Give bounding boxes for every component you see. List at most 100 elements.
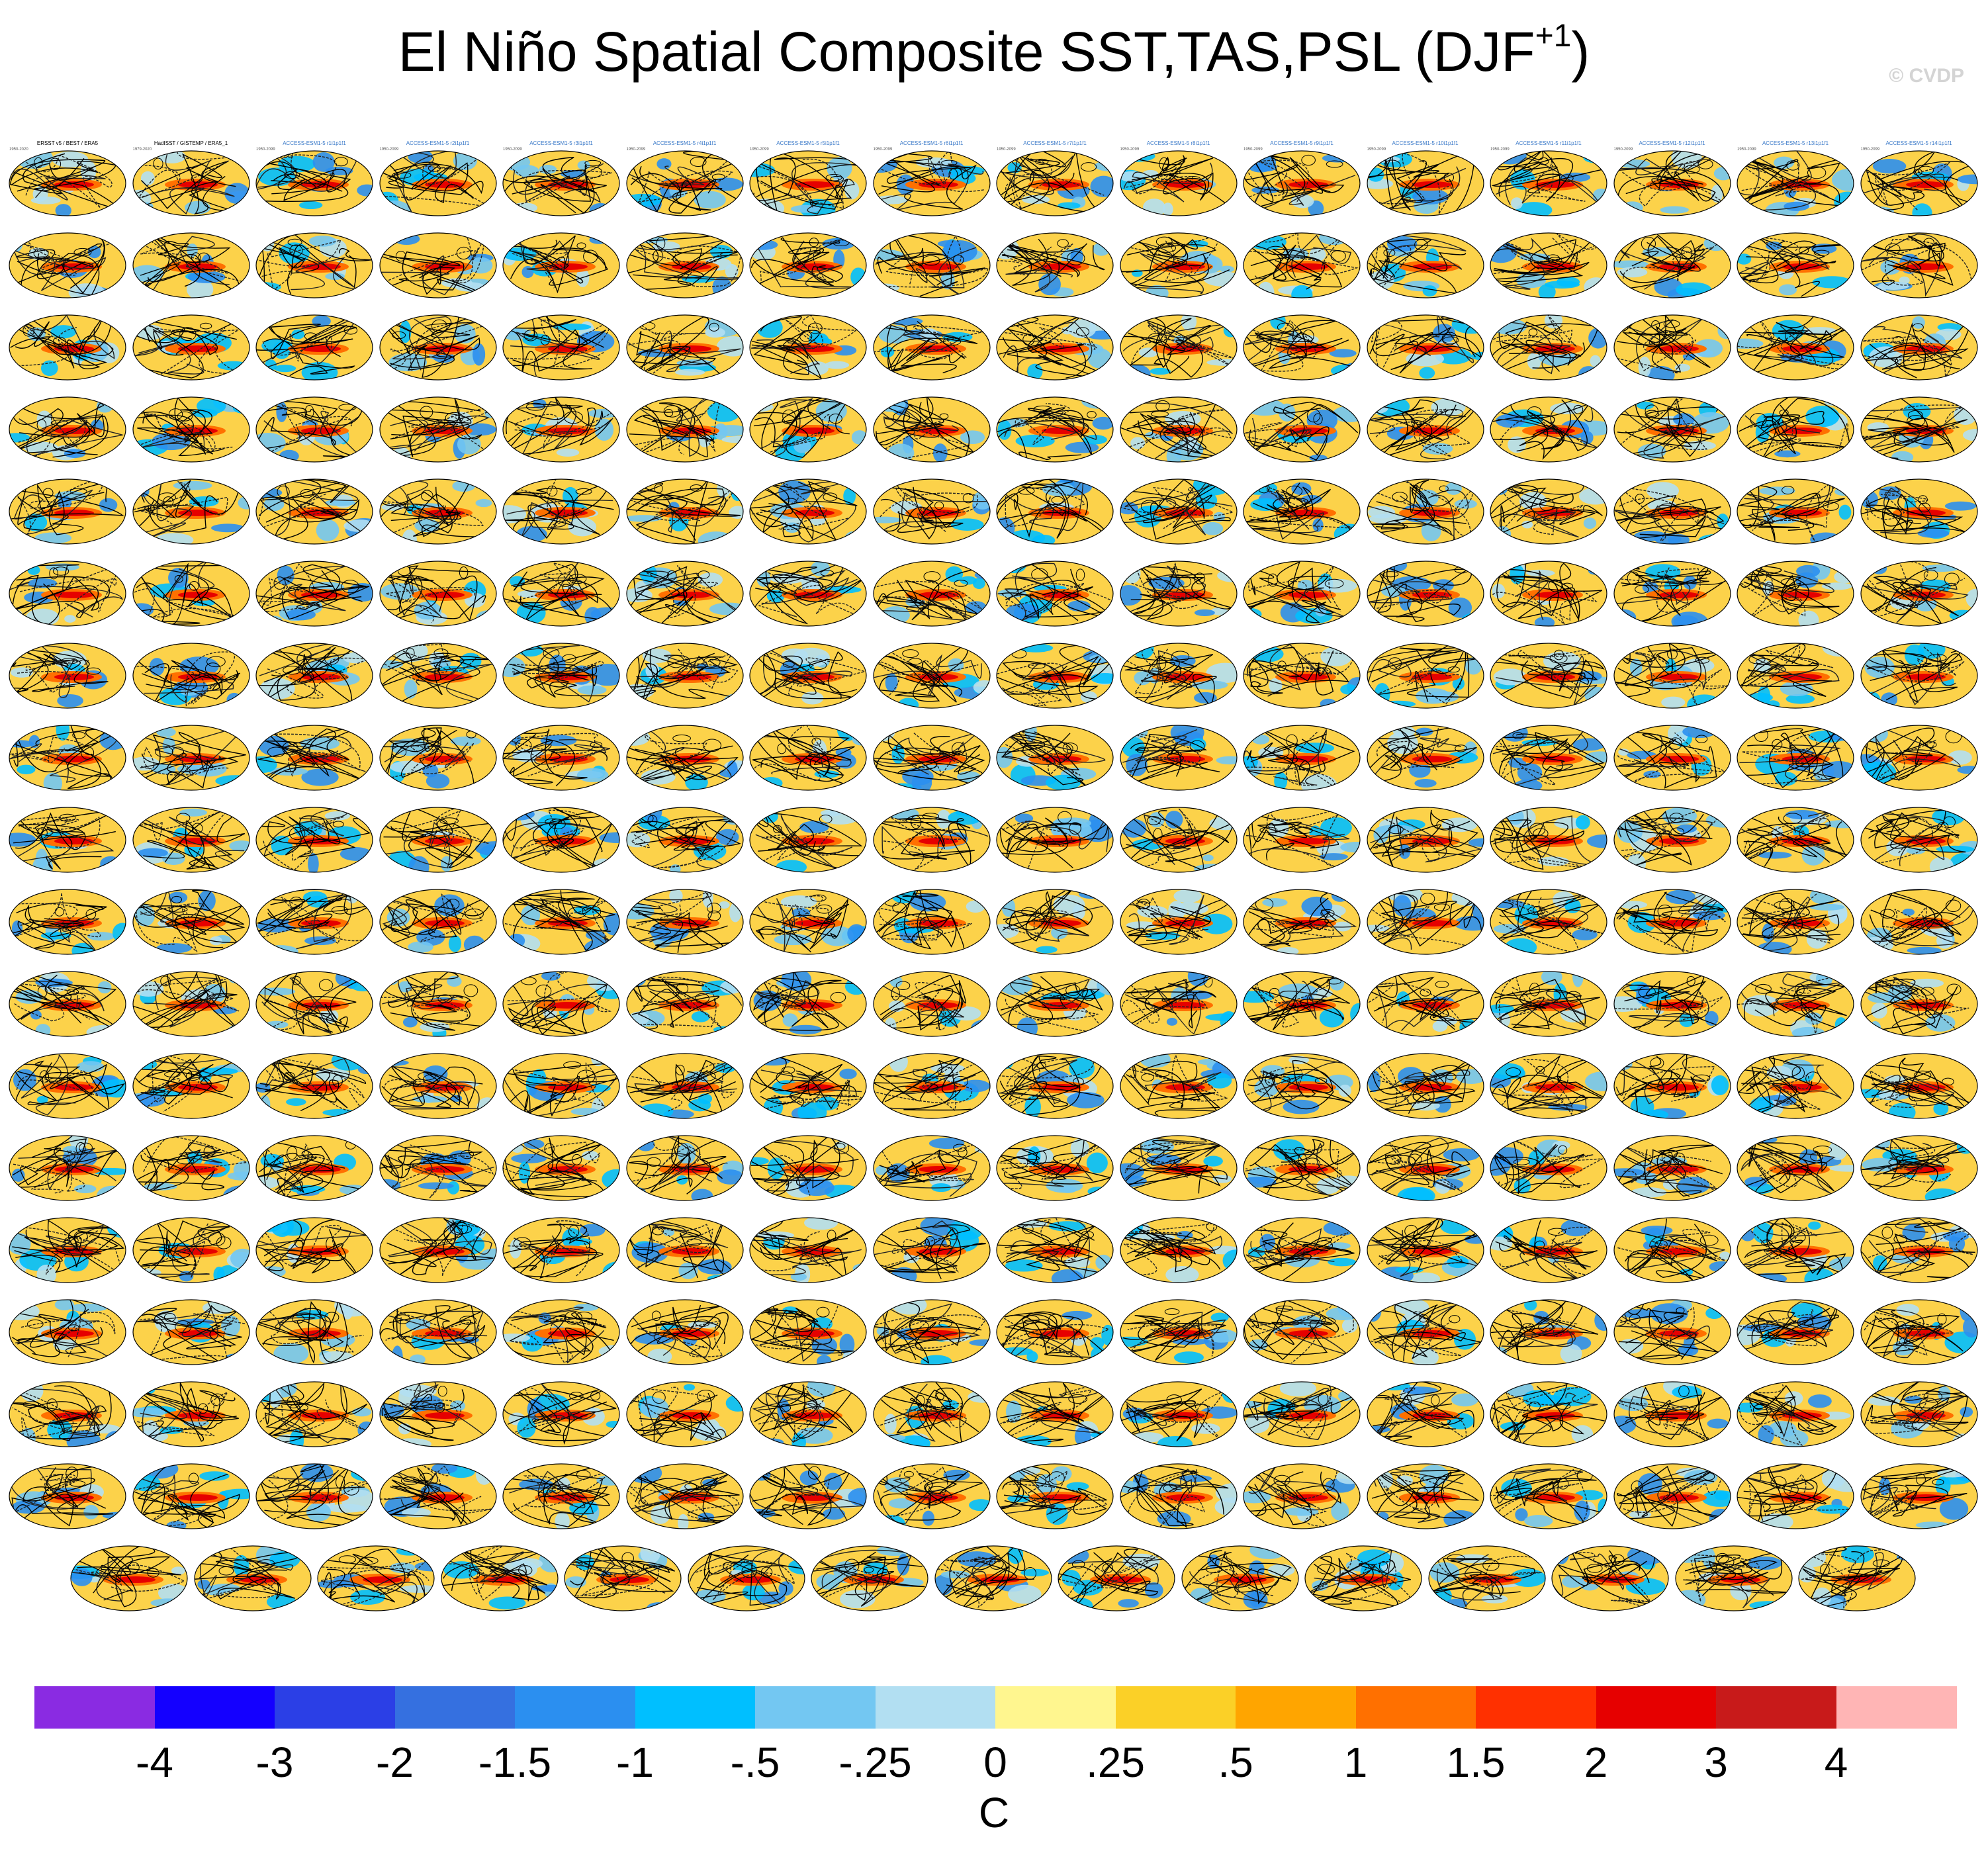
- composite-map: [996, 807, 1114, 873]
- composite-map: [1366, 150, 1484, 216]
- map-panel: [1860, 551, 1979, 627]
- map-panel: [625, 1207, 745, 1284]
- map-panel: [995, 879, 1114, 956]
- map-panel: [687, 1535, 806, 1612]
- map-panel: ACCESS-ESM1-5 r8i1p1f1 1950-2099: [1119, 140, 1238, 217]
- composite-map: [255, 561, 373, 627]
- composite-map: [749, 807, 867, 873]
- map-panel: [748, 961, 868, 1038]
- map-panel: [1119, 1125, 1238, 1202]
- map-panel: ACCESS-ESM1-5 r10i1p1f1 1950-2099: [1366, 140, 1485, 217]
- map-panel: [625, 1043, 745, 1120]
- map-panel: [379, 386, 498, 463]
- composite-map: [872, 1135, 991, 1201]
- composite-map: [625, 314, 744, 381]
- map-panel: [379, 551, 498, 627]
- composite-map: [996, 889, 1114, 955]
- map-panel: [1366, 304, 1485, 381]
- composite-map: [996, 478, 1114, 545]
- map-panel: [255, 222, 374, 299]
- composite-map: [996, 1135, 1114, 1201]
- map-panel: [8, 879, 127, 956]
- composite-map: [379, 478, 497, 545]
- composite-map: [1490, 314, 1607, 381]
- composite-map: [811, 1545, 928, 1611]
- composite-map: [379, 314, 497, 381]
- composite-map: [996, 1299, 1114, 1365]
- map-panel: [995, 1289, 1114, 1366]
- composite-map: [625, 232, 744, 298]
- composite-map: [1860, 232, 1978, 298]
- map-panel: [255, 1125, 374, 1202]
- map-panel: [8, 551, 127, 627]
- composite-map: [749, 1135, 867, 1201]
- map-panel: [1551, 1535, 1670, 1612]
- map-panel: [1366, 469, 1485, 545]
- map-panel: [625, 1289, 745, 1366]
- composite-map: [1119, 1217, 1238, 1283]
- composite-map: [996, 314, 1114, 381]
- composite-map: [132, 971, 250, 1037]
- map-panel: [8, 797, 127, 874]
- composite-map: [1860, 1463, 1978, 1529]
- map-panel: [872, 304, 991, 381]
- composite-map: [1119, 971, 1238, 1037]
- map-panel: [748, 1043, 868, 1120]
- composite-map: [441, 1545, 559, 1611]
- panel-title: ACCESS-ESM1-5 r3i1p1f1: [529, 140, 593, 146]
- composite-map: [872, 232, 991, 298]
- map-panel: [132, 633, 251, 709]
- map-panel: [995, 633, 1114, 709]
- colorbar-units: C: [978, 1789, 1010, 1836]
- panel-title: ERSST v5 / BEST / ERA5: [36, 140, 99, 146]
- map-panel: [132, 1207, 251, 1284]
- composite-map: [132, 1053, 250, 1119]
- map-panel: [1797, 1535, 1917, 1612]
- map-panel: [8, 386, 127, 463]
- map-panel: [625, 633, 745, 709]
- map-panel: [132, 551, 251, 627]
- map-panel: [1613, 797, 1732, 874]
- composite-map: [9, 478, 126, 545]
- composite-map: [1860, 1053, 1978, 1119]
- composite-map: [1613, 314, 1731, 381]
- map-panel: [748, 1289, 868, 1366]
- composite-map: [1860, 150, 1978, 216]
- map-panel: [1489, 222, 1608, 299]
- colorbar-box: [154, 1686, 275, 1729]
- map-panel: [8, 222, 127, 299]
- map-panel: [1242, 551, 1361, 627]
- map-panel: [625, 1371, 745, 1448]
- colorbar-box: [1836, 1686, 1957, 1729]
- composite-map: [996, 1381, 1114, 1447]
- composite-map: [1860, 1217, 1978, 1283]
- composite-map: [1860, 478, 1978, 545]
- map-panel: [748, 1125, 868, 1202]
- map-panel: [1242, 1453, 1361, 1530]
- map-panel: [8, 961, 127, 1038]
- composite-map: [625, 1217, 744, 1283]
- composite-map: [1490, 1463, 1607, 1529]
- composite-map: [1737, 232, 1854, 298]
- map-panel: [1366, 386, 1485, 463]
- colorbar: [34, 1686, 1957, 1729]
- map-panel: [872, 1207, 991, 1284]
- composite-map: [502, 1053, 620, 1119]
- composite-map: [9, 232, 126, 298]
- colorbar-box: [34, 1686, 155, 1729]
- composite-map: [1366, 314, 1484, 381]
- map-panel: [379, 1043, 498, 1120]
- composite-map: [379, 725, 497, 791]
- composite-map: [1119, 232, 1238, 298]
- composite-map: [379, 150, 497, 216]
- colorbar-tick-label: .5: [1218, 1739, 1253, 1786]
- map-panel: [748, 222, 868, 299]
- map-panel: [1860, 1043, 1979, 1120]
- composite-map: [1490, 725, 1607, 791]
- composite-map: [749, 1053, 867, 1119]
- map-panel: [1860, 633, 1979, 709]
- map-panel: [872, 386, 991, 463]
- map-panel: [1119, 1207, 1238, 1284]
- composite-map: [1490, 150, 1607, 216]
- composite-map: [872, 725, 991, 791]
